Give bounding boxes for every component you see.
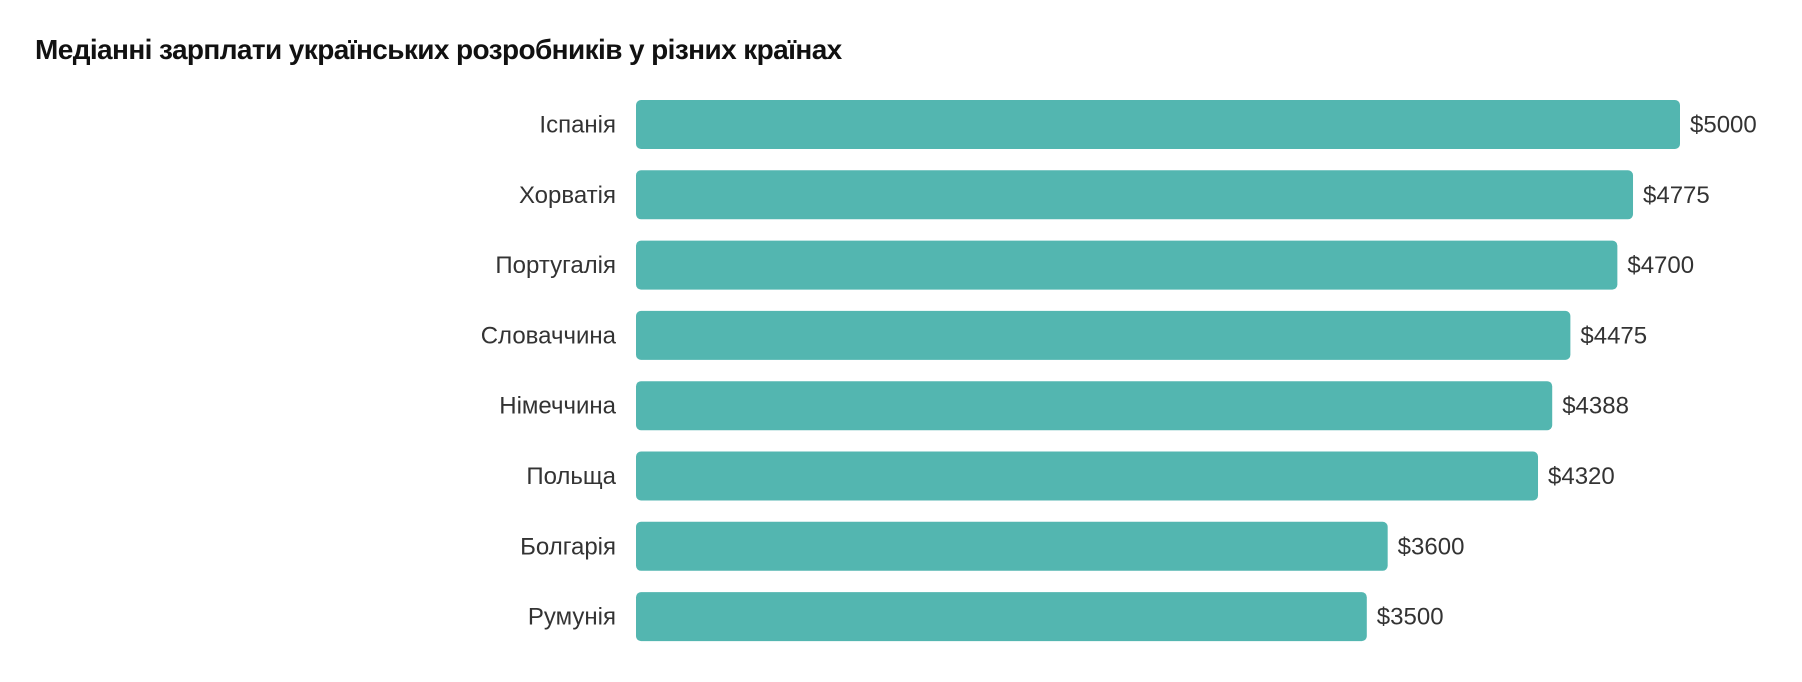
bar [636, 592, 1367, 642]
value-label: $4700 [1627, 252, 1694, 279]
value-label: $3600 [1398, 533, 1465, 560]
category-label: Німеччина [499, 393, 616, 420]
bar [636, 240, 1618, 290]
category-label: Хорватія [519, 182, 616, 209]
value-label: $4388 [1562, 393, 1629, 420]
value-label: $3500 [1377, 604, 1444, 631]
bar [636, 310, 1571, 360]
category-label: Польща [526, 463, 616, 490]
bar [636, 451, 1539, 501]
value-label: $4475 [1580, 322, 1647, 349]
value-label: $4320 [1548, 463, 1615, 490]
category-label: Іспанія [539, 112, 616, 139]
bar [636, 170, 1634, 220]
bar [636, 100, 1680, 149]
category-label: Португалія [495, 252, 616, 279]
bar [636, 521, 1388, 571]
value-label: $5000 [1690, 112, 1757, 139]
bar [636, 381, 1553, 431]
category-label: Румунія [528, 604, 616, 631]
category-label: Болгарія [520, 533, 616, 560]
chart-title: Медіанні зарплати українських розробникі… [35, 34, 842, 65]
value-label: $4775 [1643, 182, 1710, 209]
category-label: Словаччина [481, 322, 617, 349]
